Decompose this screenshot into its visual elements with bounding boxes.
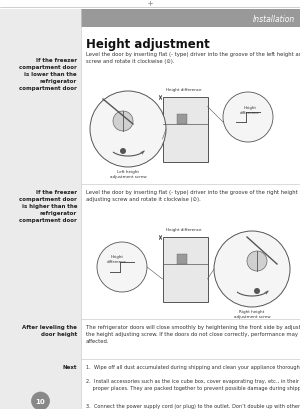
Text: Left height
adjustment screw: Left height adjustment screw bbox=[110, 170, 146, 179]
Circle shape bbox=[97, 243, 147, 292]
Circle shape bbox=[214, 231, 290, 307]
Text: Right height
adjustment screw: Right height adjustment screw bbox=[234, 310, 270, 319]
Text: Height difference: Height difference bbox=[166, 228, 201, 232]
FancyBboxPatch shape bbox=[0, 10, 81, 409]
Circle shape bbox=[113, 112, 133, 132]
FancyBboxPatch shape bbox=[177, 254, 187, 264]
Text: 2.  Install accessories such as the ice cube box, cover evaporating tray, etc., : 2. Install accessories such as the ice c… bbox=[86, 378, 300, 390]
FancyBboxPatch shape bbox=[177, 115, 187, 125]
Circle shape bbox=[223, 93, 273, 143]
FancyBboxPatch shape bbox=[163, 237, 208, 302]
Text: 1.  Wipe off all dust accumulated during shipping and clean your appliance thoro: 1. Wipe off all dust accumulated during … bbox=[86, 364, 300, 369]
Circle shape bbox=[32, 392, 50, 409]
Circle shape bbox=[90, 92, 166, 168]
Text: 3.  Connect the power supply cord (or plug) to the outlet. Don’t double up with : 3. Connect the power supply cord (or plu… bbox=[86, 403, 300, 409]
Circle shape bbox=[120, 148, 126, 155]
Text: Level the door by inserting flat (- type) driver into the groove of the left hei: Level the door by inserting flat (- type… bbox=[86, 52, 300, 64]
Text: Height difference: Height difference bbox=[166, 88, 201, 92]
Text: Level the door by inserting flat (- type) driver into the groove of the right he: Level the door by inserting flat (- type… bbox=[86, 189, 298, 202]
Text: 10: 10 bbox=[36, 398, 45, 404]
Circle shape bbox=[254, 288, 260, 294]
Circle shape bbox=[247, 252, 267, 271]
FancyBboxPatch shape bbox=[81, 10, 300, 28]
Text: Height
difference: Height difference bbox=[107, 254, 127, 263]
Text: If the freezer
compartment door
is higher than the
refrigerator
compartment door: If the freezer compartment door is highe… bbox=[19, 189, 77, 222]
Text: Installation: Installation bbox=[253, 16, 295, 25]
Text: Height adjustment: Height adjustment bbox=[86, 38, 210, 51]
Text: The refrigerator doors will close smoothly by heightening the front side by adju: The refrigerator doors will close smooth… bbox=[86, 324, 300, 343]
Text: After leveling the
door height: After leveling the door height bbox=[22, 324, 77, 336]
Text: Height
difference: Height difference bbox=[240, 106, 260, 115]
Text: If the freezer
compartment door
is lower than the
refrigerator
compartment door: If the freezer compartment door is lower… bbox=[19, 58, 77, 91]
Text: Next: Next bbox=[62, 364, 77, 369]
FancyBboxPatch shape bbox=[163, 97, 208, 162]
